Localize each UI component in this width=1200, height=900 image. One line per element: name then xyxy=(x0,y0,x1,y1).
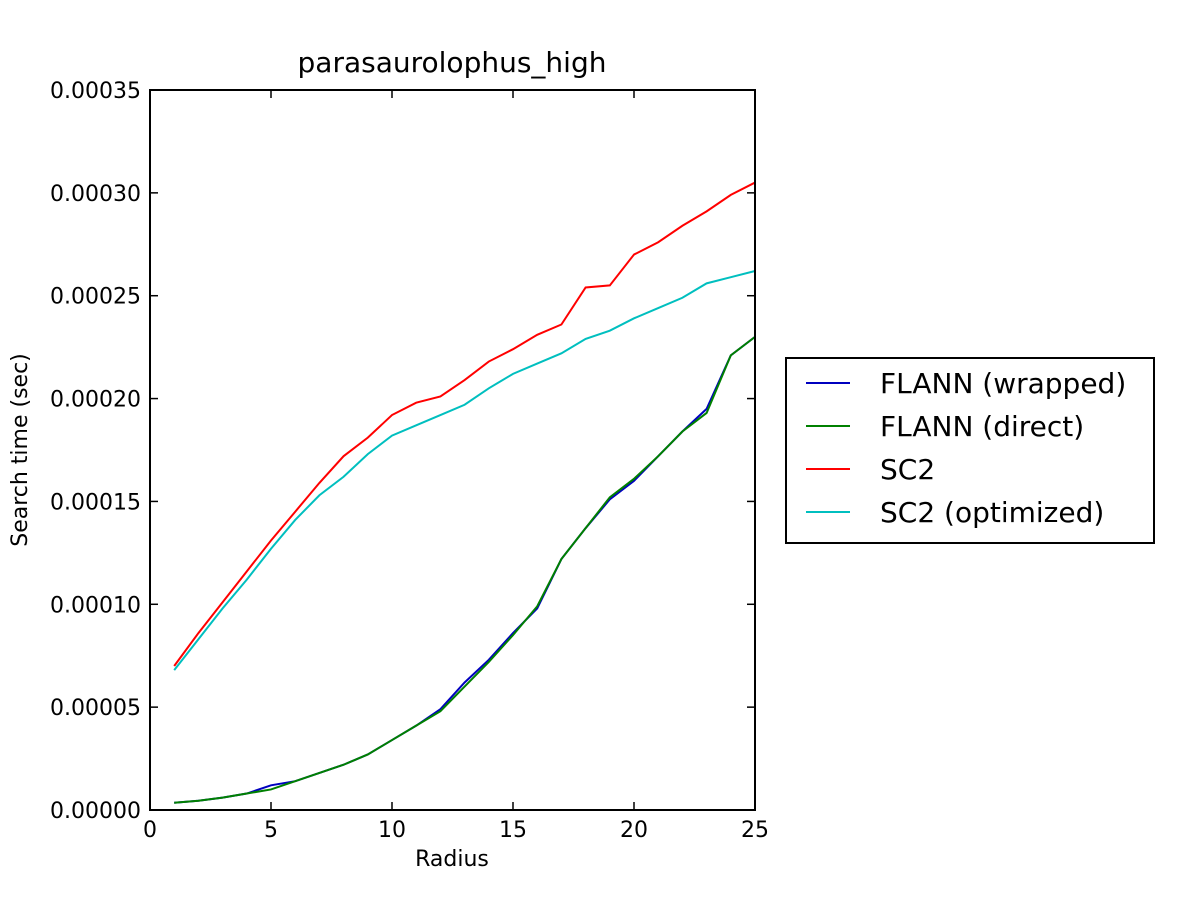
y-tick-label: 0.00030 xyxy=(50,182,141,207)
y-tick-label: 0.00015 xyxy=(50,490,141,515)
x-tick-label: 10 xyxy=(378,818,406,843)
x-tick-label: 20 xyxy=(620,818,648,843)
y-axis: 0.00000 0.00005 0.00010 0.00015 0.00020 0.000… xyxy=(50,79,755,824)
y-tick-label: 0.00025 xyxy=(50,285,141,310)
x-tick-label: 25 xyxy=(741,818,769,843)
y-axis-label: Search time (sec) xyxy=(8,353,33,547)
series-line-2 xyxy=(174,336,756,804)
legend-label-3: SC2 xyxy=(880,453,935,486)
plot-lines xyxy=(173,181,756,804)
series-line-3 xyxy=(173,181,756,667)
legend-items: FLANN (wrapped) FLANN (direct) SC2 SC2 (opt… xyxy=(806,367,1126,529)
series-line-4 xyxy=(173,270,756,671)
x-tick-label: 5 xyxy=(264,818,278,843)
x-axis: 0 5 10 15 20 25 xyxy=(143,90,769,843)
x-axis-label: Radius xyxy=(415,847,489,872)
x-tick-label: 15 xyxy=(499,818,527,843)
x-tick-label: 0 xyxy=(143,818,157,843)
legend-label-4: SC2 (optimized) xyxy=(880,496,1104,529)
y-tick-label: 0.00020 xyxy=(50,388,141,413)
legend-label-2: FLANN (direct) xyxy=(880,410,1084,443)
plot-frame xyxy=(149,89,756,811)
series-line-1 xyxy=(174,336,756,804)
y-tick-label: 0.00035 xyxy=(50,79,141,104)
y-tick-label: 0.00000 xyxy=(50,799,141,824)
y-tick-label: 0.00005 xyxy=(50,696,141,721)
chart-title: parasaurolophus_high xyxy=(298,46,607,79)
legend: FLANN (wrapped) FLANN (direct) SC2 SC2 (opt… xyxy=(785,357,1155,544)
legend-label-1: FLANN (wrapped) xyxy=(880,367,1126,400)
y-tick-label: 0.00010 xyxy=(50,593,141,618)
